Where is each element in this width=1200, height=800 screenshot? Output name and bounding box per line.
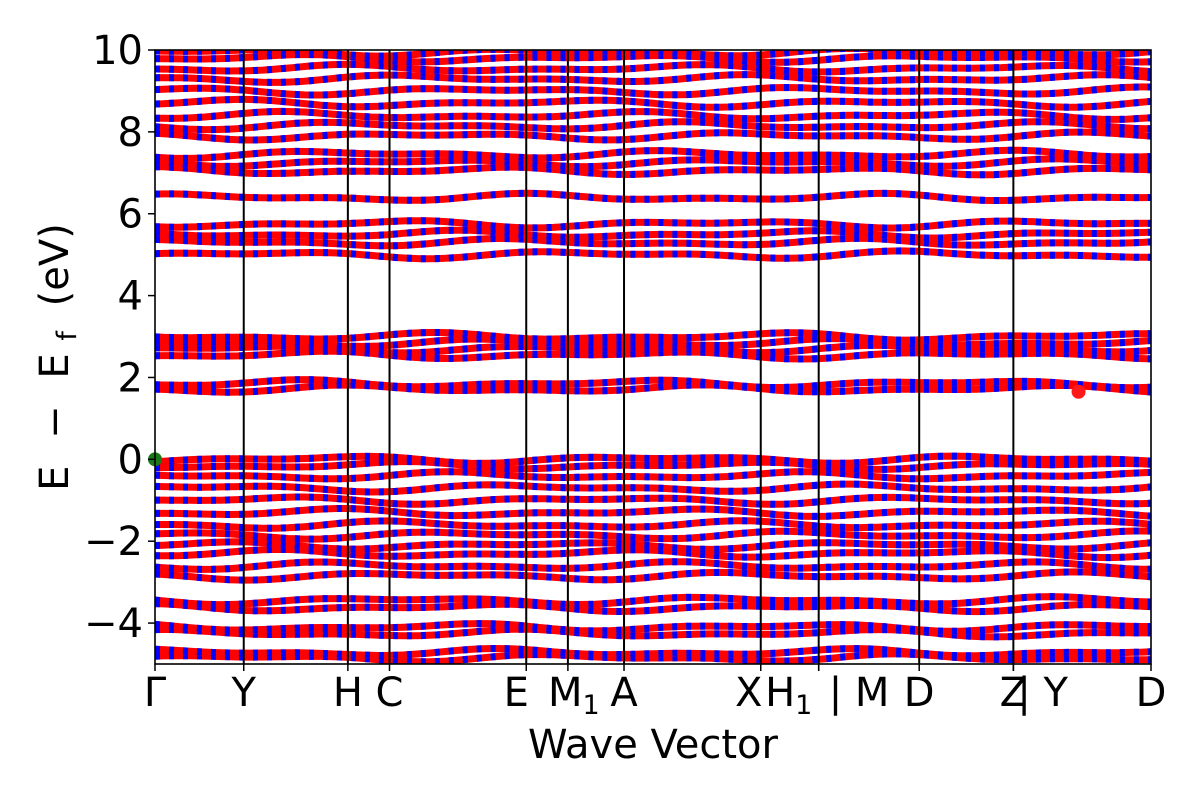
band-group bbox=[155, 50, 1151, 144]
plot-frame bbox=[154, 49, 1152, 665]
band-line bbox=[155, 247, 1151, 263]
band-line bbox=[155, 376, 1151, 392]
band-line bbox=[155, 189, 1151, 204]
band-line bbox=[155, 493, 1151, 508]
band-group bbox=[155, 452, 1151, 584]
band-line bbox=[155, 568, 1151, 584]
band-group bbox=[155, 376, 1151, 396]
y-axis-title-ef-sub: f bbox=[52, 330, 83, 341]
x-tick-label: E bbox=[504, 670, 529, 716]
y-tick-label: 0 bbox=[118, 437, 143, 483]
band-line bbox=[155, 505, 1151, 520]
band-group bbox=[155, 593, 1151, 616]
y-axis-ticks: −4 −2 0 2 4 6 8 10 bbox=[84, 28, 155, 647]
band-line bbox=[155, 107, 1151, 123]
x-tick-label: | Y bbox=[1017, 670, 1068, 716]
band-line bbox=[155, 558, 1151, 573]
x-tick-label: D bbox=[1136, 670, 1167, 716]
band-line bbox=[155, 517, 1151, 532]
kpoint-dividers bbox=[242, 50, 1015, 664]
y-tick-label: −2 bbox=[84, 519, 143, 565]
band-line bbox=[155, 95, 1151, 111]
band-line bbox=[155, 480, 1151, 496]
y-tick-label: 8 bbox=[118, 110, 143, 156]
band-group bbox=[155, 146, 1151, 179]
band-line bbox=[155, 155, 1151, 171]
y-axis-title-e: E bbox=[32, 466, 78, 491]
y-tick-label: 4 bbox=[118, 274, 143, 320]
y-tick-label: 10 bbox=[92, 28, 143, 74]
x-tick-label: H bbox=[333, 670, 363, 716]
y-tick-label: 6 bbox=[118, 192, 143, 238]
y-axis-title-unit: (eV) bbox=[32, 223, 78, 306]
band-line bbox=[155, 644, 1151, 660]
x-tick-label: X bbox=[735, 670, 762, 716]
band-line bbox=[155, 457, 1151, 473]
band-line bbox=[155, 381, 1151, 396]
x-tick-label: Z bbox=[1000, 670, 1027, 716]
x-tick-label: Γ bbox=[144, 670, 167, 716]
cbm-marker bbox=[1071, 384, 1086, 399]
y-tick-label: 2 bbox=[118, 355, 143, 401]
x-axis-title: Wave Vector bbox=[528, 722, 779, 768]
x-tick-label: M1 bbox=[548, 670, 600, 721]
band-line bbox=[155, 163, 1151, 179]
band-line bbox=[155, 538, 1151, 553]
band-line bbox=[155, 600, 1151, 616]
band-line bbox=[155, 50, 1151, 60]
band-line bbox=[155, 146, 1151, 162]
band-group bbox=[155, 329, 1151, 363]
band-group bbox=[155, 217, 1151, 263]
band-line bbox=[155, 128, 1151, 144]
y-axis-title-minus: − bbox=[32, 405, 78, 439]
band-line bbox=[155, 620, 1151, 635]
band-group bbox=[155, 189, 1151, 204]
x-tick-label: D bbox=[904, 670, 935, 716]
bands-layer bbox=[155, 50, 1151, 664]
x-tick-label: A bbox=[610, 670, 638, 716]
x-axis-ticks: Γ Y H C E M1 A X H1 | M D Z| Y D bbox=[144, 664, 1167, 721]
band-line bbox=[155, 625, 1151, 641]
band-line bbox=[155, 217, 1151, 232]
band-group bbox=[155, 620, 1151, 641]
band-line bbox=[155, 71, 1151, 86]
x-tick-label: H1 bbox=[765, 670, 812, 721]
band-line bbox=[155, 335, 1151, 350]
band-line bbox=[155, 60, 1151, 76]
x-tick-label: Y bbox=[231, 670, 257, 716]
y-axis-title-ef: E bbox=[32, 353, 78, 378]
band-line bbox=[155, 234, 1151, 250]
band-line bbox=[155, 468, 1151, 483]
band-line bbox=[155, 118, 1151, 134]
band-line bbox=[155, 329, 1151, 344]
band-line bbox=[155, 83, 1151, 99]
x-tick-label: | M bbox=[829, 670, 890, 716]
svg-text:E − E f: E − E f (eV) bbox=[32, 223, 86, 491]
y-tick-label: −4 bbox=[84, 601, 143, 647]
band-line bbox=[155, 545, 1151, 562]
x-tick-label: C bbox=[376, 670, 404, 716]
band-line bbox=[155, 452, 1151, 467]
band-group bbox=[155, 644, 1151, 664]
band-line bbox=[155, 527, 1151, 543]
band-line bbox=[155, 593, 1151, 609]
band-line bbox=[155, 226, 1151, 242]
y-axis-title: E − E f (eV) bbox=[32, 223, 86, 491]
band-line bbox=[155, 347, 1151, 363]
